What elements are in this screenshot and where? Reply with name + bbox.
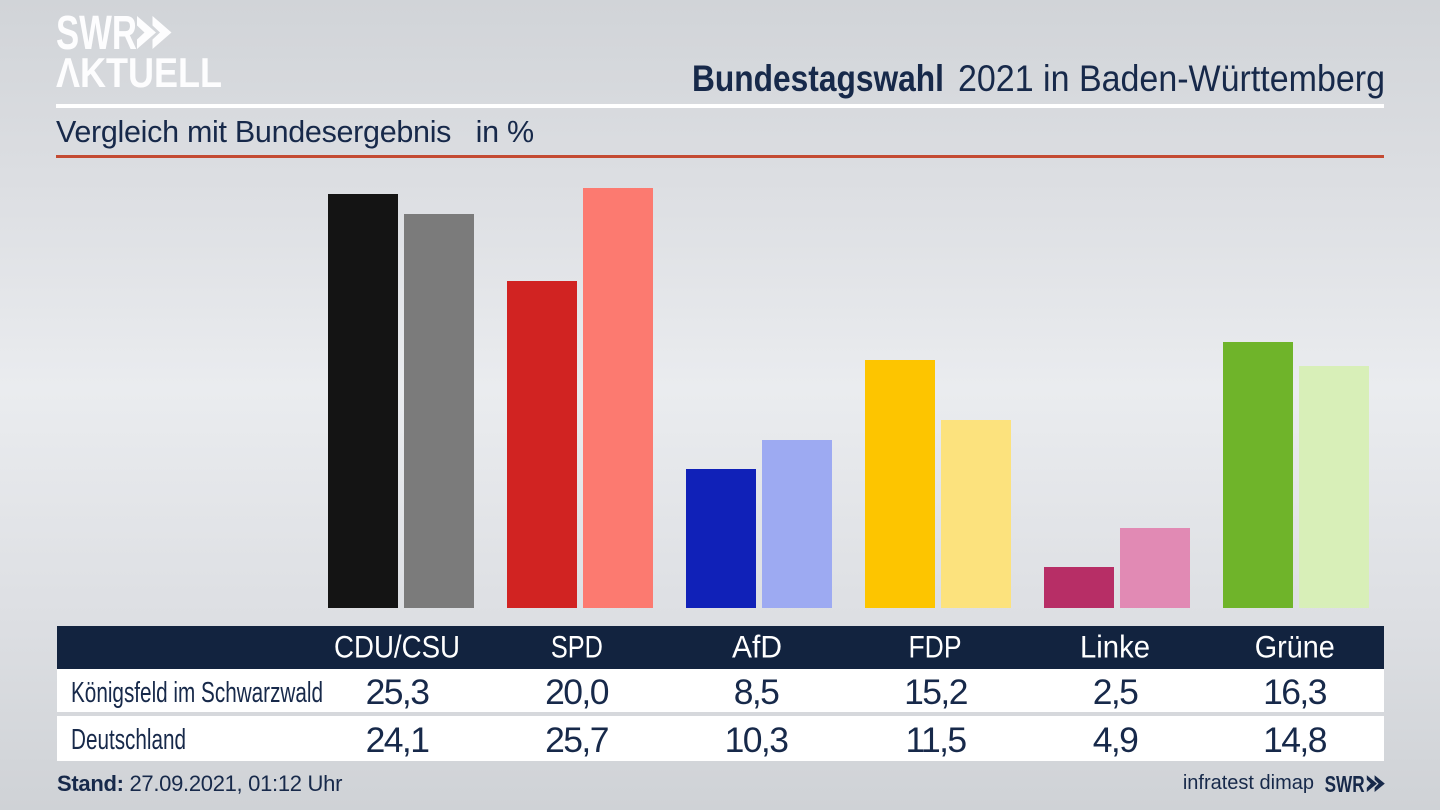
svg-text:Deutschland: Deutschland	[71, 724, 186, 756]
svg-text:ΛKTUELL: ΛKTUELL	[56, 49, 222, 93]
svg-text:Linke: Linke	[1080, 628, 1150, 664]
svg-text:CDU/CSU: CDU/CSU	[334, 628, 460, 664]
svg-text:FDP: FDP	[909, 628, 962, 664]
svg-text:Königsfeld im Schwarzwald: Königsfeld im Schwarzwald	[71, 676, 323, 708]
svg-text:Bundestagswahl: Bundestagswahl	[692, 62, 944, 99]
svg-text:AfD: AfD	[732, 628, 782, 664]
svg-text:SWR: SWR	[1325, 771, 1365, 796]
svg-text:SWR: SWR	[56, 13, 137, 60]
svg-text:2021 in Baden-Württemberg: 2021 in Baden-Württemberg	[958, 62, 1385, 99]
svg-text:Grüne: Grüne	[1255, 628, 1335, 664]
svg-text:SPD: SPD	[551, 628, 603, 664]
